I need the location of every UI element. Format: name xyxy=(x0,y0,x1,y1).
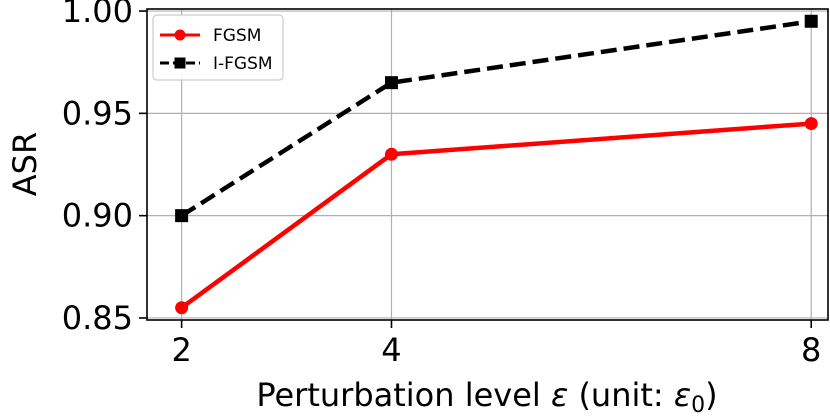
x-tick-label: 2 xyxy=(171,331,191,369)
data-point-fgsm xyxy=(384,147,398,161)
y-tick-label: 0.85 xyxy=(62,299,133,337)
data-point-i-fgsm xyxy=(175,209,189,223)
data-point-i-fgsm xyxy=(804,14,818,28)
series-layer xyxy=(175,14,818,315)
plot-frame xyxy=(146,8,829,321)
axis-ticks: 2 4 8 0.85 0.90 0.95 1.00 xyxy=(62,0,822,369)
legend-fgsm-label: FGSM xyxy=(213,26,261,46)
data-point-fgsm xyxy=(175,301,189,315)
data-point-fgsm xyxy=(804,117,818,131)
legend-item-fgsm: FGSM xyxy=(160,26,261,46)
y-axis-label: ASR xyxy=(6,132,44,196)
data-point-i-fgsm xyxy=(384,76,398,90)
x-tick-label: 4 xyxy=(381,331,401,369)
legend-i-fgsm-marker xyxy=(174,57,186,69)
legend-i-fgsm-label: I-FGSM xyxy=(213,54,273,74)
series-line-i-fgsm xyxy=(180,19,812,218)
legend-fgsm-marker xyxy=(174,29,186,41)
x-axis-label: Perturbation level ε (unit: ε0) xyxy=(256,376,717,415)
x-tick-label: 8 xyxy=(801,331,821,369)
legend-item-i-fgsm: I-FGSM xyxy=(160,54,273,74)
grid-lines xyxy=(147,9,828,320)
y-tick-label: 0.95 xyxy=(62,94,133,132)
y-tick-label: 1.00 xyxy=(62,0,133,30)
legend: FGSM I-FGSM xyxy=(152,14,284,81)
y-tick-label: 0.90 xyxy=(62,197,133,235)
